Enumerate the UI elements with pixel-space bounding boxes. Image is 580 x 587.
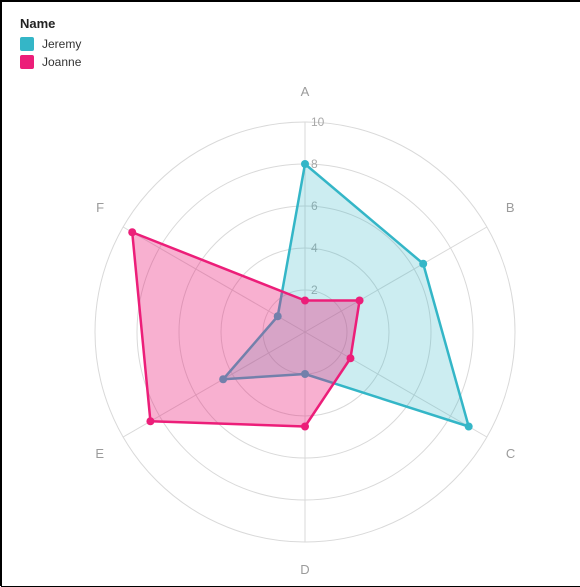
ring-label-10: 10	[311, 115, 325, 129]
series-point-jeremy-C	[465, 423, 473, 431]
series-point-joanne-C	[346, 354, 354, 362]
series-point-joanne-B	[356, 297, 364, 305]
axis-label-D: D	[300, 562, 309, 577]
series-point-jeremy-A	[301, 160, 309, 168]
series-point-joanne-E	[146, 417, 154, 425]
radar-chart: 246810ABCDEF	[2, 2, 580, 587]
axis-label-C: C	[506, 446, 515, 461]
series-point-joanne-A	[301, 297, 309, 305]
series-point-jeremy-B	[419, 260, 427, 268]
series-point-joanne-D	[301, 423, 309, 431]
radar-svg: 246810ABCDEF	[2, 2, 580, 587]
series-point-joanne-F	[128, 228, 136, 236]
axis-label-A: A	[301, 84, 310, 99]
axis-label-F: F	[96, 200, 104, 215]
axis-label-B: B	[506, 200, 515, 215]
axis-label-E: E	[95, 446, 104, 461]
